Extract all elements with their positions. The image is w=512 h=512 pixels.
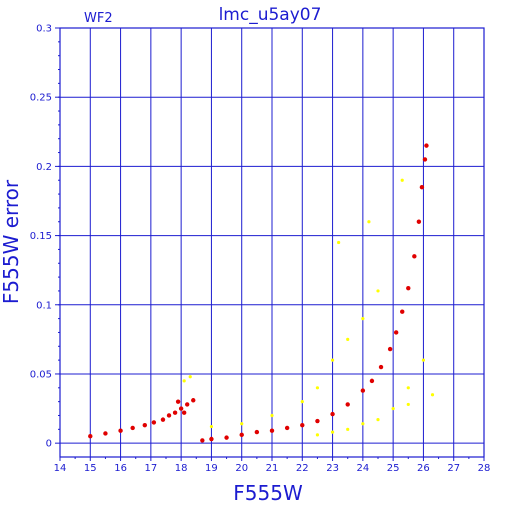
data-point — [378, 364, 384, 370]
data-point — [367, 220, 371, 224]
y-tick-label: 0.3 — [36, 24, 52, 35]
data-point — [182, 379, 186, 383]
x-axis-label: F555W — [233, 481, 303, 505]
x-tick-label: 27 — [447, 463, 460, 474]
data-point — [360, 388, 366, 393]
data-point — [422, 157, 428, 162]
data-point — [172, 410, 178, 415]
data-point — [300, 422, 305, 428]
x-tick-label: 25 — [387, 463, 400, 474]
data-point — [191, 398, 196, 403]
data-point — [391, 406, 395, 411]
data-point — [103, 431, 108, 436]
data-point — [166, 413, 172, 418]
data-points — [88, 143, 435, 443]
data-point — [330, 430, 335, 434]
data-point — [346, 337, 350, 341]
data-point — [406, 402, 410, 407]
data-point — [337, 240, 341, 245]
x-tick-label: 20 — [235, 463, 248, 474]
y-axis-label: F555W error — [0, 179, 23, 304]
data-point — [151, 420, 157, 425]
data-point — [270, 413, 274, 418]
x-tick-label: 21 — [266, 463, 279, 474]
y-tick-label: 0 — [46, 439, 52, 450]
data-point — [254, 429, 260, 435]
x-tick-label: 17 — [144, 463, 157, 474]
data-point — [400, 178, 404, 182]
data-point — [269, 428, 275, 433]
data-point — [188, 375, 192, 379]
data-point — [412, 254, 417, 259]
data-point — [387, 346, 393, 352]
data-point — [185, 402, 190, 407]
y-tick-label: 0.25 — [30, 93, 52, 104]
data-point — [88, 434, 93, 439]
data-point — [284, 425, 290, 431]
y-tick-labels: 0 0.05 0.1 0.15 0.2 0.25 0.3 — [30, 24, 52, 450]
data-point — [315, 386, 320, 390]
data-point — [178, 406, 184, 411]
x-tick-label: 18 — [175, 463, 188, 474]
data-point — [142, 422, 147, 428]
data-point — [330, 358, 335, 362]
y-tick-label: 0.1 — [36, 300, 52, 311]
y-tick-label: 0.05 — [30, 369, 52, 380]
x-tick-label: 22 — [296, 463, 309, 474]
data-point — [300, 400, 304, 404]
data-point — [181, 410, 187, 415]
x-tick-label: 24 — [356, 463, 369, 474]
x-tick-label: 26 — [417, 463, 430, 474]
data-point — [393, 330, 399, 335]
data-point — [345, 402, 350, 407]
data-point — [130, 425, 135, 431]
data-point — [421, 358, 426, 362]
data-point — [209, 436, 214, 442]
panel-annotation: WF2 — [84, 11, 113, 26]
x-tick-label: 19 — [205, 463, 218, 474]
data-point — [330, 411, 335, 417]
data-point — [376, 289, 380, 293]
data-point — [118, 428, 123, 433]
x-tick-label: 16 — [114, 463, 127, 474]
y-tick-label: 0.2 — [36, 162, 52, 173]
data-point — [430, 393, 435, 397]
data-point — [200, 438, 205, 443]
data-point — [406, 386, 410, 390]
x-tick-label: 23 — [326, 463, 339, 474]
x-tick-labels: 14 15 16 17 18 19 20 21 22 23 24 25 26 27 28 — [54, 463, 491, 474]
data-point — [160, 417, 166, 422]
y-tick-label: 0.15 — [30, 231, 52, 242]
data-point — [346, 427, 350, 431]
grid-lines — [60, 28, 484, 457]
data-point — [209, 424, 214, 429]
data-point — [361, 422, 365, 426]
tick-marks — [55, 27, 485, 461]
data-point — [369, 378, 375, 384]
data-point — [315, 433, 320, 437]
data-point — [416, 219, 422, 224]
data-point — [240, 422, 244, 426]
x-tick-label: 28 — [478, 463, 491, 474]
data-point — [315, 418, 320, 424]
data-point — [406, 285, 411, 291]
data-point — [224, 435, 229, 440]
data-point — [361, 317, 365, 321]
data-point — [376, 418, 380, 422]
data-point — [424, 143, 429, 148]
chart-title: lmc_u5ay07 — [219, 5, 322, 25]
data-point — [419, 184, 425, 190]
data-point — [400, 309, 405, 314]
data-point — [175, 399, 181, 404]
data-point — [239, 432, 244, 438]
x-tick-label: 14 — [54, 463, 67, 474]
x-tick-label: 15 — [84, 463, 97, 474]
